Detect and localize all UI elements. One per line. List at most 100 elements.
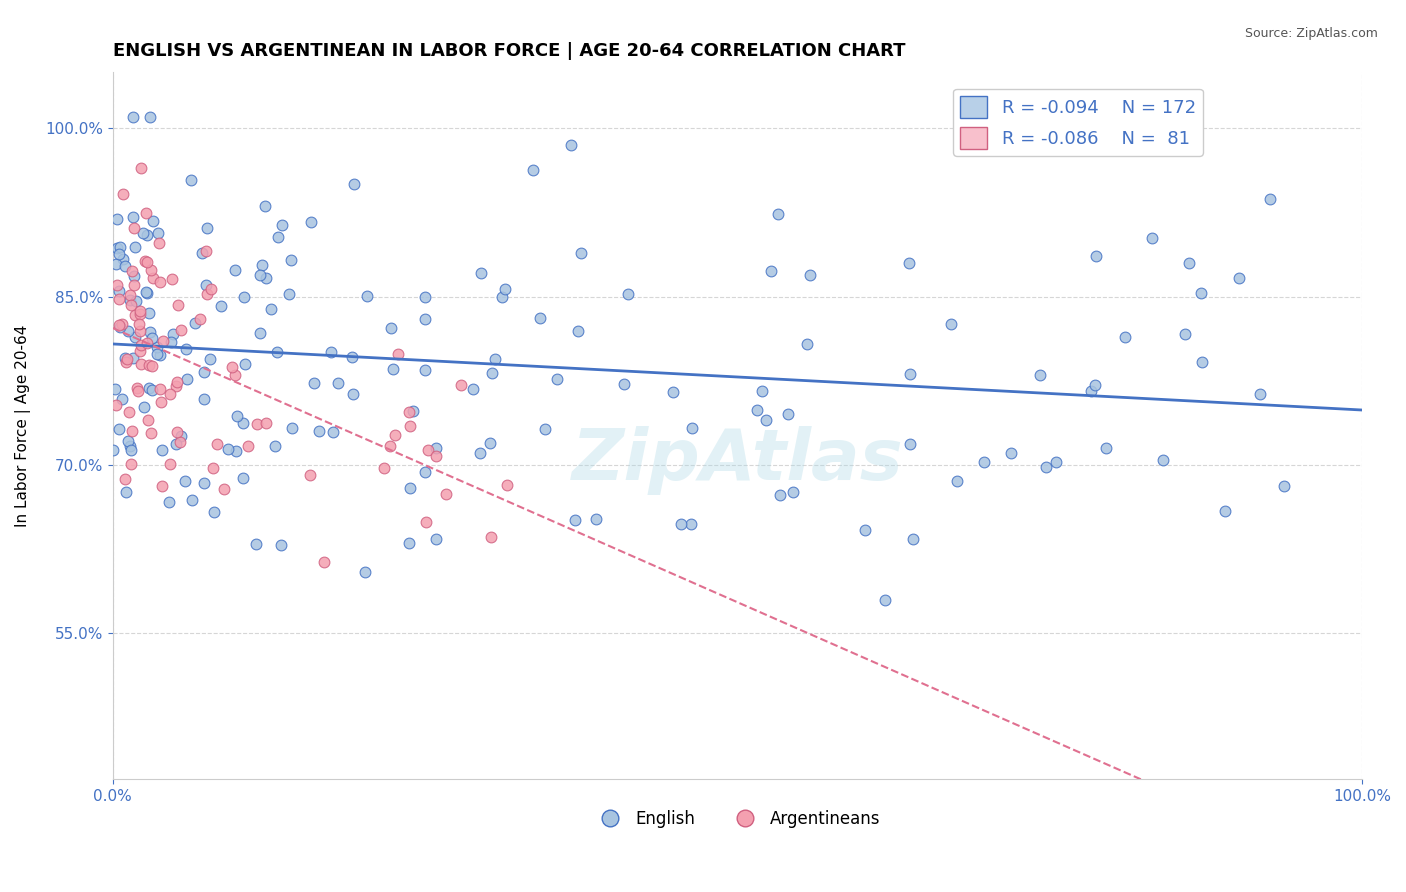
Point (174, 342, 197, 356)
Point (114, 354, 136, 368)
Point (898, 437, 921, 451)
Point (129, 161, 152, 176)
Point (402, 404, 425, 418)
Point (425, 441, 447, 455)
Point (169, 434, 191, 449)
Point (165, 379, 187, 393)
Point (135, 206, 157, 220)
Point (150, 442, 173, 457)
Point (115, 352, 138, 367)
Point (105, 212, 128, 227)
Point (340, 350, 363, 364)
Point (491, 290, 513, 304)
Point (193, 475, 215, 490)
Point (205, 437, 228, 451)
Point (191, 246, 214, 260)
Point (111, 187, 134, 202)
Point (141, 383, 163, 397)
Point (1029, 368, 1052, 382)
Point (260, 301, 283, 316)
Point (159, 458, 181, 472)
Point (221, 359, 243, 374)
Point (122, 221, 145, 235)
Point (1178, 256, 1201, 270)
Point (382, 361, 405, 376)
Point (152, 334, 174, 348)
Point (941, 317, 963, 331)
Point (378, 439, 401, 453)
Point (399, 419, 422, 434)
Point (782, 484, 804, 499)
Point (121, 210, 143, 224)
Point (569, 245, 592, 260)
Point (380, 321, 402, 335)
Point (125, 294, 148, 309)
Point (180, 493, 202, 508)
Point (463, 382, 485, 396)
Point (484, 352, 506, 367)
Point (281, 421, 304, 435)
Point (142, 271, 165, 285)
Point (160, 272, 183, 286)
Text: ZipAtlas: ZipAtlas (571, 426, 903, 495)
Point (122, 351, 145, 365)
Point (898, 367, 921, 381)
Point (180, 173, 202, 187)
Point (1084, 378, 1107, 392)
Point (253, 199, 276, 213)
Point (139, 110, 162, 124)
Point (129, 337, 152, 351)
Point (209, 299, 232, 313)
Point (225, 444, 247, 458)
Point (150, 394, 173, 409)
Point (136, 413, 159, 427)
Point (145, 340, 167, 354)
Point (131, 226, 153, 240)
Point (681, 516, 703, 531)
Point (114, 472, 136, 486)
Point (127, 384, 149, 398)
Text: ENGLISH VS ARGENTINEAN IN LABOR FORCE | AGE 20-64 CORRELATION CHART: ENGLISH VS ARGENTINEAN IN LABOR FORCE | … (112, 42, 905, 60)
Point (322, 425, 344, 440)
Point (356, 289, 378, 303)
Point (184, 316, 207, 330)
Point (134, 253, 156, 268)
Point (214, 482, 236, 496)
Point (398, 535, 420, 549)
Point (193, 392, 215, 406)
Point (280, 253, 302, 268)
Point (413, 466, 436, 480)
Point (1227, 271, 1250, 285)
Point (224, 368, 246, 383)
Point (166, 436, 188, 450)
Point (1095, 441, 1118, 455)
Text: Source: ZipAtlas.com: Source: ZipAtlas.com (1244, 27, 1378, 40)
Point (173, 474, 195, 488)
Point (141, 359, 163, 374)
Point (108, 422, 131, 436)
Point (973, 455, 995, 469)
Point (110, 320, 132, 334)
Point (903, 532, 925, 546)
Point (761, 264, 783, 278)
Point (425, 450, 447, 464)
Point (139, 263, 162, 277)
Point (755, 413, 778, 427)
Point (104, 398, 127, 412)
Point (129, 344, 152, 359)
Point (121, 264, 143, 278)
Point (1000, 446, 1022, 460)
Point (413, 363, 436, 377)
Point (202, 460, 225, 475)
Point (766, 207, 789, 221)
Point (1114, 330, 1136, 344)
Point (416, 443, 439, 458)
Point (434, 487, 457, 501)
Point (148, 348, 170, 362)
Point (117, 434, 139, 449)
Point (1249, 387, 1271, 401)
Point (159, 335, 181, 350)
Point (118, 288, 141, 302)
Point (162, 327, 184, 342)
Point (314, 555, 336, 569)
